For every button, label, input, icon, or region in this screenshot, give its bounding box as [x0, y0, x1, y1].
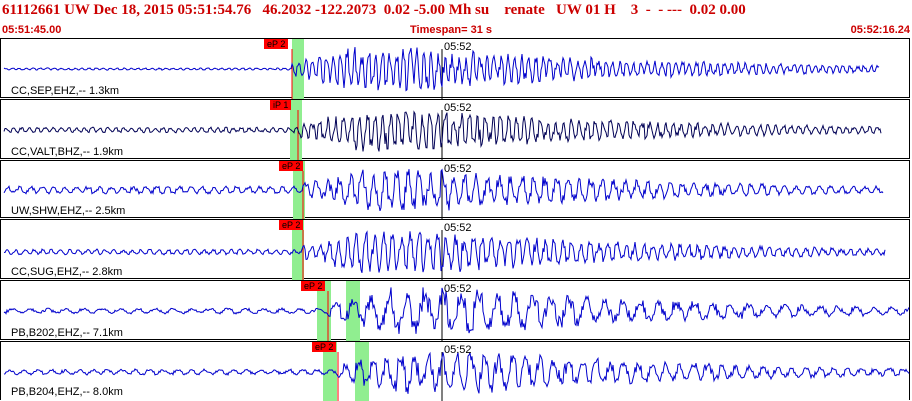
trace-panel[interactable]: iP 1 05:52 CC,VALT,BHZ,-- 1.9km	[0, 99, 910, 160]
time-tick-label: 05:52	[444, 41, 472, 53]
time-bar: 05:51:45.00 Timespan= 31 s 05:52:16.24	[0, 24, 912, 38]
trace-panel[interactable]: eP 2 05:52 PB,B204,EHZ,-- 8.0km	[0, 341, 910, 401]
phase-pick-flag[interactable]: eP 2	[301, 281, 326, 291]
time-tick-label: 05:52	[444, 102, 472, 114]
trace-panel[interactable]: eP 2 05:52 PB,B202,EHZ,-- 7.1km	[0, 280, 910, 341]
trace-panel[interactable]: eP 2 05:52 CC,SUG,EHZ,-- 2.8km	[0, 219, 910, 280]
station-label: CC,SEP,EHZ,-- 1.3km	[11, 85, 119, 97]
time-tick-label: 05:52	[444, 344, 472, 356]
seismogram-trace	[3, 100, 882, 160]
station-label: CC,VALT,BHZ,-- 1.9km	[11, 146, 124, 158]
seismogram-trace	[3, 342, 910, 401]
start-time: 05:51:45.00	[2, 24, 62, 36]
time-tick-label: 05:52	[444, 222, 472, 234]
timespan: Timespan= 31 s	[410, 24, 493, 36]
phase-pick-flag[interactable]: eP 2	[312, 342, 337, 352]
station-label: PB,B204,EHZ,-- 8.0km	[11, 386, 123, 398]
phase-pick-flag[interactable]: eP 2	[279, 161, 304, 171]
seismogram-trace	[3, 281, 910, 341]
phase-pick-flag[interactable]: eP 2	[264, 39, 289, 49]
station-label: PB,B202,EHZ,-- 7.1km	[11, 327, 123, 339]
trace-panel[interactable]: eP 2 05:52 UW,SHW,EHZ,-- 2.5km	[0, 160, 910, 219]
seismogram-trace	[3, 220, 886, 280]
time-tick-label: 05:52	[444, 163, 472, 175]
end-time: 05:52:16.24	[850, 24, 910, 36]
trace-panel[interactable]: eP 2 05:52 CC,SEP,EHZ,-- 1.3km	[0, 38, 910, 99]
event-header: 61112661 UW Dec 18, 2015 05:51:54.76 46.…	[0, 0, 912, 22]
seismogram-trace	[3, 39, 880, 99]
event-summary-line: 61112661 UW Dec 18, 2015 05:51:54.76 46.…	[2, 2, 746, 18]
time-tick-label: 05:52	[444, 283, 472, 295]
seismogram-trace	[3, 161, 884, 219]
station-label: UW,SHW,EHZ,-- 2.5km	[11, 205, 126, 217]
phase-pick-flag[interactable]: iP 1	[270, 100, 292, 110]
phase-pick-flag[interactable]: eP 2	[279, 220, 304, 230]
seismogram-panels: eP 2 05:52 CC,SEP,EHZ,-- 1.3km iP 1 05:5…	[0, 38, 912, 401]
station-label: CC,SUG,EHZ,-- 2.8km	[11, 266, 123, 278]
